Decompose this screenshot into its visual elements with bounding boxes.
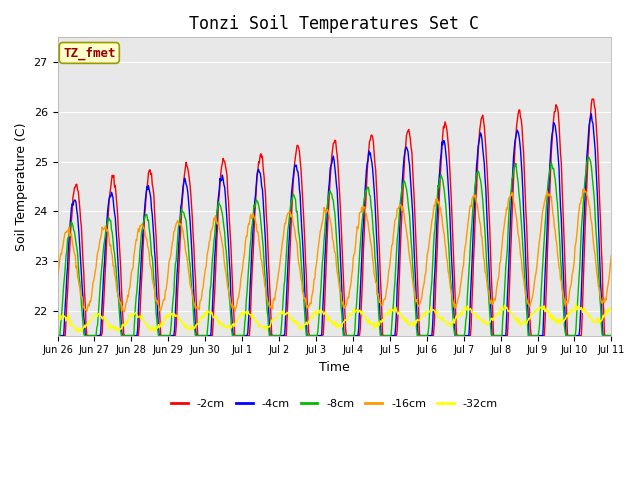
-16cm <box>83 309 91 314</box>
-32cm <box>178 318 186 324</box>
-16cm <box>54 277 61 283</box>
Line: -8cm: -8cm <box>58 157 611 336</box>
-4cm <box>54 333 61 338</box>
-8cm <box>402 183 410 189</box>
-8cm <box>584 155 592 160</box>
Line: -16cm: -16cm <box>58 189 611 312</box>
-2cm <box>121 333 129 338</box>
-32cm <box>207 311 214 317</box>
-4cm <box>121 333 129 338</box>
-2cm <box>177 228 184 233</box>
-32cm <box>74 329 82 335</box>
Line: -2cm: -2cm <box>58 99 611 336</box>
-16cm <box>122 304 129 310</box>
Line: -32cm: -32cm <box>58 304 611 332</box>
-16cm <box>207 228 214 234</box>
-32cm <box>419 313 426 319</box>
-2cm <box>54 333 61 338</box>
-16cm <box>178 223 186 228</box>
-2cm <box>418 333 426 338</box>
-2cm <box>588 96 596 102</box>
Title: Tonzi Soil Temperatures Set C: Tonzi Soil Temperatures Set C <box>189 15 479 33</box>
Legend: -2cm, -4cm, -8cm, -16cm, -32cm: -2cm, -4cm, -8cm, -16cm, -32cm <box>166 395 502 414</box>
Y-axis label: Soil Temperature (C): Soil Temperature (C) <box>15 122 28 251</box>
-8cm <box>177 212 184 218</box>
-8cm <box>418 333 426 338</box>
-32cm <box>64 316 72 322</box>
-16cm <box>64 227 72 233</box>
-32cm <box>607 305 615 311</box>
Text: TZ_fmet: TZ_fmet <box>63 46 116 60</box>
Line: -4cm: -4cm <box>58 114 611 336</box>
-32cm <box>403 318 410 324</box>
-4cm <box>607 333 615 338</box>
X-axis label: Time: Time <box>319 361 350 374</box>
-32cm <box>54 318 61 324</box>
-2cm <box>402 143 410 149</box>
-4cm <box>177 204 184 210</box>
-8cm <box>54 333 61 338</box>
-8cm <box>64 237 72 242</box>
-4cm <box>64 264 72 270</box>
-4cm <box>588 111 595 117</box>
-16cm <box>607 252 615 258</box>
-2cm <box>64 290 72 296</box>
-4cm <box>418 333 426 338</box>
-32cm <box>122 323 129 328</box>
-4cm <box>402 145 410 151</box>
-32cm <box>572 301 580 307</box>
-16cm <box>419 287 426 293</box>
-2cm <box>206 333 214 338</box>
-16cm <box>403 228 410 234</box>
-8cm <box>206 288 214 293</box>
-2cm <box>607 333 615 338</box>
-8cm <box>121 333 129 338</box>
-8cm <box>607 333 615 338</box>
-4cm <box>206 333 214 338</box>
-16cm <box>580 186 588 192</box>
